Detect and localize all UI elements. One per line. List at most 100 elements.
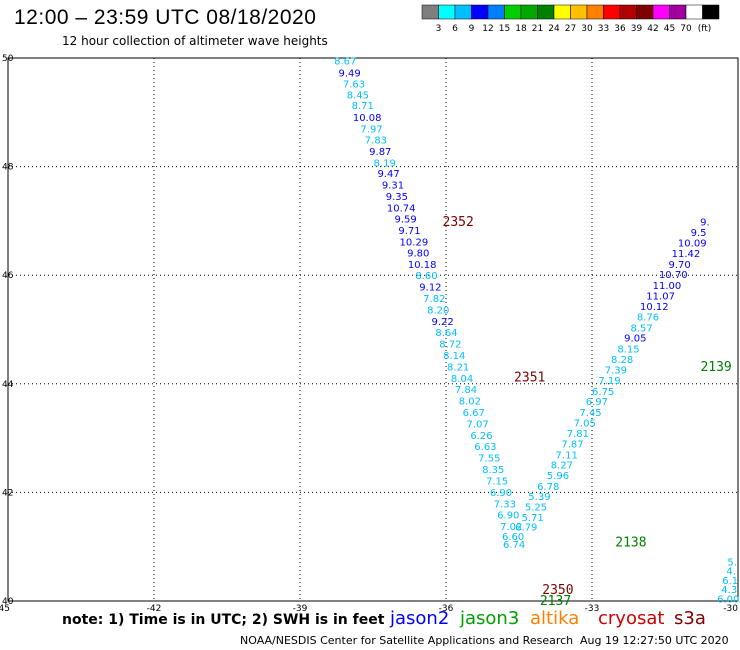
y-tick-label: 48 xyxy=(2,163,14,173)
legend-label: 39 xyxy=(631,24,643,34)
legend-label: 27 xyxy=(565,24,576,34)
footer-note: note: 1) Time is in UTC; 2) SWH is in fe… xyxy=(62,612,385,628)
pass-number-label: 2351 xyxy=(514,371,545,386)
pass-number-label: 2137 xyxy=(540,594,571,609)
wave-height-point: 10.09 xyxy=(678,239,707,250)
wave-height-point: 7.97 xyxy=(360,125,382,136)
wave-height-point: 10.08 xyxy=(353,113,382,124)
wave-height-point: 7.07 xyxy=(467,419,489,430)
wave-height-point: 5.39 xyxy=(528,492,550,503)
y-tick-label: 46 xyxy=(2,271,14,281)
wave-height-point: 7.55 xyxy=(478,454,500,465)
wave-height-point: 8.57 xyxy=(631,323,653,334)
legend-swatch xyxy=(520,4,538,20)
wave-height-point: 7.39 xyxy=(605,366,627,377)
wave-height-point: 7.84 xyxy=(455,385,477,396)
chart-title: 12:00 – 23:59 UTC 08/18/2020 xyxy=(14,6,317,29)
wave-height-point: 8.19 xyxy=(374,158,396,169)
wave-height-point: 6.74 xyxy=(503,540,525,551)
legend-label: 33 xyxy=(598,24,609,34)
wave-height-point: 8.72 xyxy=(439,340,461,351)
wave-height-point: 8.02 xyxy=(459,397,481,408)
wave-height-point: 7.33 xyxy=(494,499,516,510)
wave-height-point: 8.76 xyxy=(637,312,659,323)
legend-label: 70 xyxy=(680,24,692,34)
wave-height-point: 9.49 xyxy=(339,69,361,80)
legend-swatch xyxy=(504,4,522,20)
wave-height-point: 5.96 xyxy=(547,471,569,482)
legend-unit: (ft) xyxy=(698,24,712,34)
legend-label: 18 xyxy=(515,24,527,34)
wave-height-point: 6.67 xyxy=(463,408,485,419)
y-tick-label: 50 xyxy=(2,54,14,64)
legend-swatch xyxy=(702,4,720,20)
satellite-s3a: s3a xyxy=(674,608,706,629)
legend-swatch xyxy=(537,4,555,20)
wave-height-point: 9. xyxy=(700,217,710,228)
x-tick-label: -39 xyxy=(293,604,308,614)
wave-height-point: 6.97 xyxy=(586,397,608,408)
wave-height-point: 8.71 xyxy=(352,101,374,112)
satellite-jason2: jason2 xyxy=(390,608,450,629)
wave-height-point: 11.07 xyxy=(646,291,675,302)
wave-height-point: 6.60 xyxy=(502,532,524,543)
wave-height-point: 6.63 xyxy=(474,442,496,453)
legend-swatch xyxy=(586,4,604,20)
wave-height-point: 8.15 xyxy=(617,345,639,356)
legend-label: 45 xyxy=(664,24,675,34)
pass-number-label: 2138 xyxy=(615,535,646,550)
legend-label: 15 xyxy=(499,24,510,34)
wave-height-point: 6.78 xyxy=(537,482,559,493)
legend-label: 12 xyxy=(482,24,493,34)
credit-text: NOAA/NESDIS Center for Satellite Applica… xyxy=(240,634,574,647)
wave-height-point: 7.19 xyxy=(598,376,620,387)
wave-height-point: 9.71 xyxy=(398,226,420,237)
wave-height-point: 6.75 xyxy=(592,387,614,398)
wave-height-point: 6.79 xyxy=(515,523,537,534)
wave-height-point: 10.74 xyxy=(387,203,416,214)
y-tick-label: 40 xyxy=(2,597,14,607)
pass-number-label: 2139 xyxy=(700,360,731,375)
wave-height-point: 7.02 xyxy=(500,522,522,533)
wave-height-point: 7.87 xyxy=(561,440,583,451)
wave-height-point: 6.1 xyxy=(722,576,738,587)
wave-height-point: 10.70 xyxy=(659,270,688,281)
wave-height-point: 5. xyxy=(727,557,737,568)
wave-height-point: 8.35 xyxy=(482,465,504,476)
wave-height-point: 8.60 xyxy=(415,271,437,282)
wave-height-point: 7.15 xyxy=(486,476,508,487)
legend-swatch xyxy=(619,4,637,20)
wave-height-point: 11.00 xyxy=(653,281,682,292)
pass-number-label: 2352 xyxy=(443,215,474,230)
generated-timestamp: Aug 19 12:27:50 UTC 2020 xyxy=(580,634,729,647)
legend-label: 24 xyxy=(548,24,560,34)
wave-height-point: 8.04 xyxy=(451,374,473,385)
wave-height-point: 9.80 xyxy=(407,248,429,259)
legend-swatch xyxy=(570,4,588,20)
wave-height-point: 6.90 xyxy=(497,511,519,522)
legend-swatch xyxy=(487,4,505,20)
y-tick-label: 44 xyxy=(2,380,14,390)
wave-height-point: 10.12 xyxy=(640,302,669,313)
wave-height-point: 6.90 xyxy=(490,488,512,499)
wave-height-point: 8.67 xyxy=(334,57,356,68)
legend-label: 6 xyxy=(452,24,458,34)
satellite-cryosat: cryosat xyxy=(598,608,665,629)
wave-height-point: 9.22 xyxy=(431,317,453,328)
legend-swatch xyxy=(652,4,670,20)
wave-height-point: 10.18 xyxy=(408,260,437,271)
legend-label: 36 xyxy=(614,24,626,34)
legend-swatch xyxy=(603,4,621,20)
wave-height-point: 9.70 xyxy=(668,260,690,271)
wave-height-point: 5.25 xyxy=(525,503,547,514)
wave-height-point: 8.20 xyxy=(427,305,449,316)
legend-label: 3 xyxy=(436,24,442,34)
legend-swatch xyxy=(454,4,472,20)
x-tick-label: -36 xyxy=(439,604,454,614)
wave-height-point: 8.27 xyxy=(551,461,573,472)
y-tick-label: 42 xyxy=(2,488,13,498)
wave-height-point: 9.47 xyxy=(377,169,399,180)
wave-height-point: 9.59 xyxy=(394,215,416,226)
x-tick-label: -42 xyxy=(147,604,162,614)
